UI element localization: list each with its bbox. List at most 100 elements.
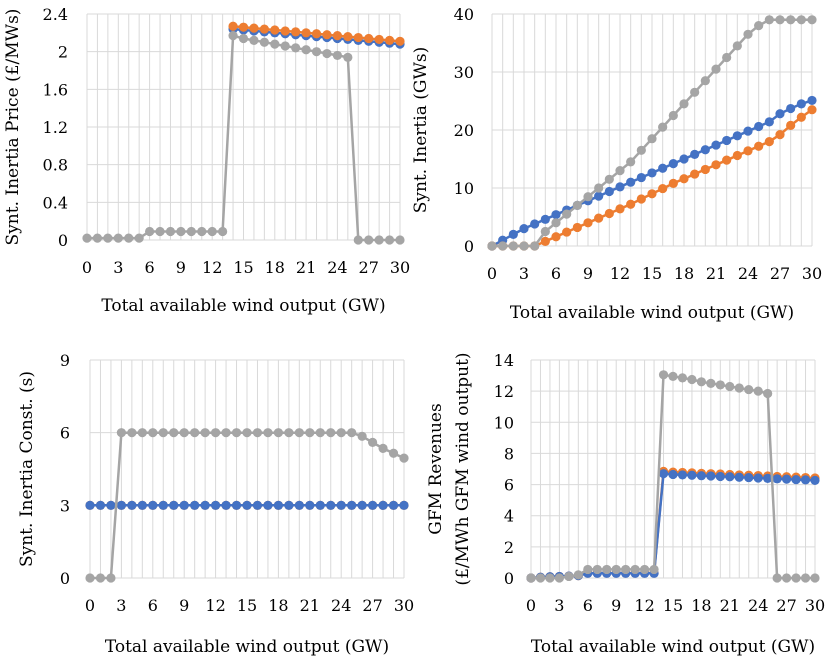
data-point — [679, 154, 689, 164]
y-tick-label: 10 — [454, 179, 474, 198]
data-point — [508, 229, 518, 239]
data-point — [658, 183, 668, 194]
data-point — [690, 87, 700, 97]
data-point — [284, 428, 294, 438]
data-point — [753, 386, 763, 396]
data-point — [754, 121, 764, 132]
data-point — [158, 500, 168, 510]
data-point — [668, 159, 678, 169]
data-point — [343, 31, 353, 42]
data-point — [218, 226, 228, 237]
data-point — [679, 174, 689, 184]
data-point — [378, 443, 388, 454]
data-point — [743, 126, 753, 136]
data-point — [786, 120, 796, 130]
data-point — [263, 500, 273, 510]
data-point — [399, 500, 409, 510]
data-point — [732, 41, 742, 51]
x-tick-label: 18 — [265, 258, 285, 277]
data-point — [551, 218, 561, 228]
data-point — [677, 373, 688, 383]
data-point — [336, 500, 346, 510]
data-point — [594, 213, 604, 223]
data-point — [526, 573, 536, 583]
x-tick-label: 6 — [583, 596, 593, 615]
data-point — [273, 428, 283, 438]
data-point — [113, 233, 123, 243]
x-tick-label: 24 — [327, 258, 347, 277]
x-tick-label: 3 — [116, 596, 126, 615]
x-tick-label: 15 — [237, 596, 257, 615]
data-point — [690, 149, 700, 159]
x-tick-label: 3 — [554, 596, 564, 615]
x-tick-label: 15 — [233, 258, 253, 277]
data-point — [238, 33, 249, 44]
x-tick-label: 27 — [770, 264, 790, 283]
x-tick-label: 21 — [296, 258, 316, 277]
data-point — [127, 428, 137, 438]
data-point — [137, 500, 147, 510]
data-point — [786, 15, 796, 25]
data-point — [743, 146, 753, 156]
x-tick-label: 9 — [176, 258, 186, 277]
chart-inertia: 0 10 20 30 40 0 3 6 9 12 15 18 21 24 27 30 Total availab… — [411, 5, 822, 323]
y-tick-label: 1.2 — [43, 118, 68, 137]
data-point — [754, 141, 764, 151]
y-tick-label: 2.4 — [43, 5, 68, 24]
data-point — [322, 30, 332, 40]
x-tick-label: 3 — [113, 258, 123, 277]
data-point — [190, 500, 200, 510]
data-point — [604, 174, 614, 184]
data-point — [700, 164, 710, 175]
data-point — [103, 233, 113, 243]
data-point — [583, 564, 593, 575]
x-tick-label: 3 — [519, 264, 529, 283]
data-point — [384, 235, 395, 245]
series-series-3 — [487, 15, 817, 251]
x-tick-label: 0 — [526, 596, 536, 615]
y-axis-label: Synt. Inertia Const. (s) — [17, 371, 37, 567]
x-tick-label: 30 — [805, 596, 825, 615]
data-point — [388, 448, 399, 458]
data-point — [148, 428, 158, 438]
data-point — [270, 25, 280, 35]
data-point — [734, 383, 744, 393]
x-tick-label: 9 — [179, 596, 189, 615]
data-point — [347, 500, 357, 510]
data-point — [636, 194, 646, 204]
data-point — [368, 500, 378, 510]
data-point — [116, 428, 126, 438]
data-point — [796, 15, 806, 25]
x-tick-label: 24 — [748, 596, 768, 615]
data-point — [551, 210, 561, 220]
x-axis-label: Total available wind output (GW) — [101, 296, 385, 316]
data-point — [668, 371, 678, 381]
data-point — [395, 36, 405, 46]
data-point — [179, 500, 189, 510]
data-point — [658, 163, 668, 173]
data-point — [155, 226, 165, 237]
data-point — [211, 428, 221, 438]
data-point — [368, 437, 378, 447]
data-point — [775, 109, 785, 119]
data-point — [259, 37, 269, 47]
data-point — [169, 428, 179, 438]
data-point — [211, 500, 221, 510]
data-point — [116, 500, 126, 510]
data-point — [221, 428, 231, 438]
data-point — [772, 474, 782, 484]
data-point — [535, 573, 546, 583]
y-tick-label: 8 — [504, 444, 514, 463]
data-point — [259, 24, 269, 34]
data-point — [722, 135, 732, 146]
data-point — [696, 471, 707, 481]
data-point — [615, 166, 625, 176]
data-point — [364, 235, 374, 245]
data-point — [764, 117, 774, 127]
data-point — [378, 500, 388, 510]
data-point — [573, 570, 583, 580]
data-point — [190, 428, 200, 438]
data-point — [301, 28, 311, 38]
data-point — [273, 500, 283, 510]
